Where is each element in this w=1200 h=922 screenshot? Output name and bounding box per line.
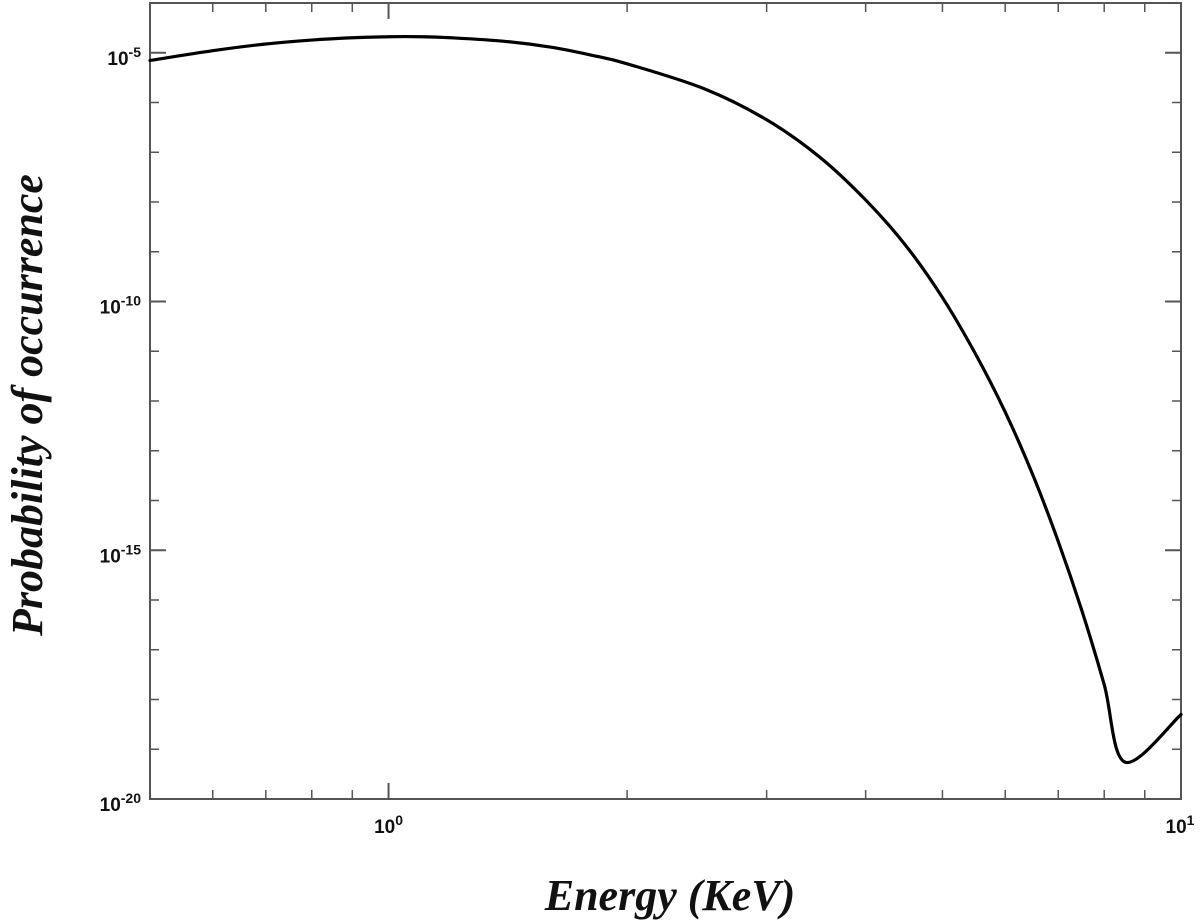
plot-frame (149, 2, 1182, 800)
y-minor-ticks (150, 2, 1181, 750)
y-tick-label: 10-10 (100, 293, 142, 319)
x-axis-title: Energy (KeV) (544, 871, 796, 920)
y-major-ticks (150, 51, 1181, 800)
series-line (148, 34, 1183, 764)
x-tick-label: 100 (374, 812, 403, 838)
x-major-ticks (387, 3, 1182, 799)
y-tick-labels: 10-5 10-10 10-15 10-20 (100, 44, 142, 816)
y-tick-label: 10-15 (100, 541, 142, 567)
x-minor-ticks (211, 3, 1146, 799)
x-tick-label: 101 (1166, 812, 1195, 838)
y-tick-label: 10-5 (107, 44, 141, 70)
x-tick-labels: 100 101 (374, 812, 1195, 838)
y-tick-label: 10-20 (100, 790, 142, 816)
y-axis-title: Probability of occurrence (3, 174, 52, 637)
